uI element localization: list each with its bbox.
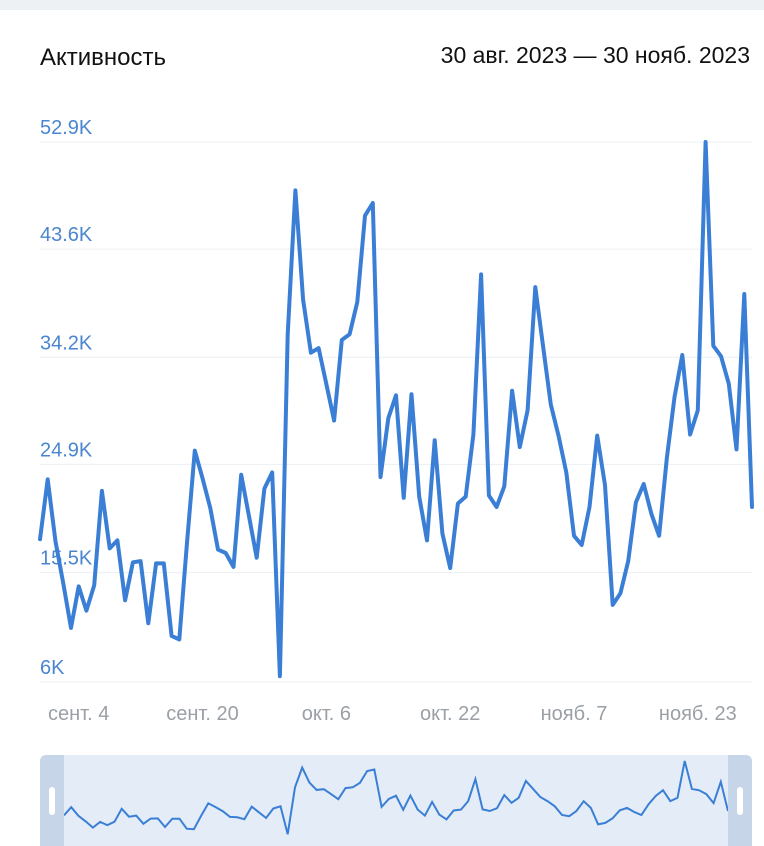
navigator-left-handle[interactable] xyxy=(40,755,64,846)
activity-line-chart[interactable]: 6K 15.5K 24.9K 34.2K 43.6K 52.9K сент. 4 сент. … xyxy=(0,100,764,740)
left-grip-icon xyxy=(49,787,55,815)
page-title: Активность xyxy=(40,44,167,71)
y-tick-label: 43.6K xyxy=(40,224,93,246)
navigator-series-line xyxy=(63,760,729,835)
x-tick-label: нояб. 23 xyxy=(659,703,737,725)
y-tick-label: 15.5K xyxy=(40,548,93,570)
range-navigator[interactable] xyxy=(40,755,752,846)
series-line[interactable] xyxy=(38,140,754,679)
x-tick-label: сент. 4 xyxy=(48,703,109,725)
right-grip-icon xyxy=(737,787,743,815)
y-tick-label: 6K xyxy=(40,657,65,679)
x-tick-label: нояб. 7 xyxy=(541,703,608,725)
top-divider xyxy=(0,0,764,10)
y-tick-label: 24.9K xyxy=(40,439,93,461)
navigator-preview-line xyxy=(63,760,729,835)
x-tick-label: окт. 6 xyxy=(302,703,351,725)
navigator-right-handle[interactable] xyxy=(728,755,752,846)
y-tick-label: 52.9K xyxy=(40,117,93,139)
date-range[interactable]: 30 авг. 2023 — 30 нояб. 2023 xyxy=(440,42,750,68)
y-tick-label: 34.2K xyxy=(40,332,93,354)
x-tick-label: сент. 20 xyxy=(166,703,238,725)
x-tick-label: окт. 22 xyxy=(420,703,480,725)
